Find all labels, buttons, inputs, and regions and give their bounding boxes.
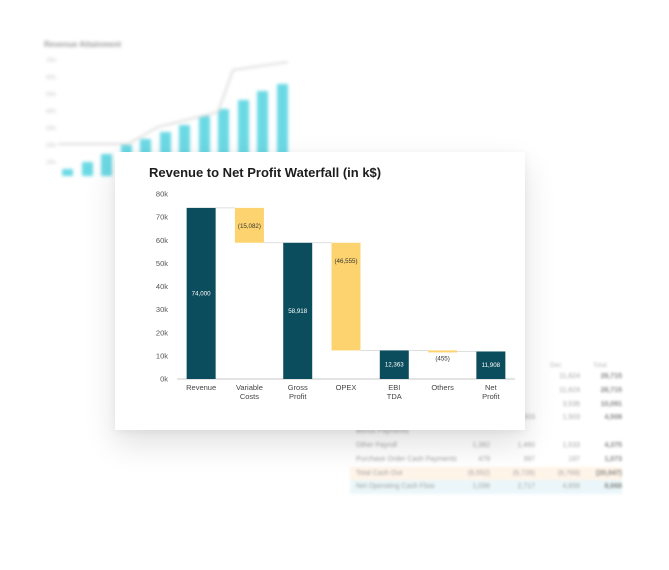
row-cell: 11,624: [559, 386, 580, 394]
row-cell: 10,091: [600, 400, 622, 408]
waterfall-chart-card: Revenue to Net Profit Waterfall (in k$) …: [115, 152, 525, 430]
row-cell: 1,503: [562, 414, 580, 422]
row-cell: 1,382: [472, 442, 490, 449]
delta-bar: [234, 207, 264, 243]
table-row: Total Cash Out (6,552) (6,726) (6,769) (20,0…: [350, 466, 622, 481]
delta-bar: [428, 350, 458, 353]
attainment-bar: [179, 125, 190, 176]
x-tick-label: TDA: [387, 392, 402, 401]
x-tick-label: Profit: [482, 392, 500, 401]
attainment-y-tick: 30%: [46, 126, 57, 132]
delta-bar: [331, 242, 361, 351]
attainment-y-tick: 10%: [46, 160, 57, 166]
row-cell: 1,096: [472, 483, 490, 491]
total-bar: [186, 207, 216, 379]
y-tick-label: 10k: [156, 351, 168, 360]
x-tick-label: Others: [431, 383, 454, 392]
y-tick-label: 70k: [156, 213, 168, 222]
attainment-y-tick: 20%: [46, 143, 57, 149]
total-bar: [476, 351, 506, 379]
table-row: Other Payroll 1,382 1,460 1,533 4,375: [350, 439, 622, 453]
attainment-bar: [101, 153, 112, 176]
row-cell: (20,047): [595, 469, 622, 477]
table-header-total: Total: [593, 362, 607, 369]
data-label: 74,000: [192, 290, 211, 297]
row-cell: (6,726): [512, 469, 535, 477]
table-row: 3,536 10,091: [350, 398, 622, 412]
attainment-bar: [81, 161, 93, 176]
table-row: Net Operating Cash Flow 1,096 2,717 4,856 8,…: [350, 480, 622, 495]
attainment-y-tick: 70%: [46, 58, 57, 64]
attainment-bar: [62, 168, 73, 176]
y-tick-label: 50k: [156, 259, 168, 268]
table-row: Bonus Payments: [350, 425, 622, 439]
row-cell: 2,717: [517, 483, 535, 491]
attainment-bar: [257, 91, 268, 176]
data-label: (46,555): [334, 258, 357, 265]
attainment-bar: [276, 83, 288, 176]
y-tick-label: 40k: [156, 282, 168, 291]
row-cell: 28,715: [600, 373, 622, 380]
y-tick-label: 60k: [156, 236, 168, 245]
row-cell: 397: [523, 455, 535, 463]
x-tick-label: OPEX: [336, 383, 357, 392]
attainment-bar: [198, 115, 210, 176]
row-cell: 4,508: [604, 414, 622, 422]
row-cell: 4,856: [562, 483, 580, 491]
row-label: Net Operating Cash Flow: [356, 483, 435, 491]
x-tick-label: Net: [485, 383, 498, 392]
attainment-y-tick: 40%: [46, 109, 57, 115]
row-label: Total Cash Out: [356, 469, 403, 477]
row-cell: 4,375: [604, 442, 622, 449]
data-label: (15,082): [238, 223, 261, 230]
attainment-target-path: [58, 61, 289, 145]
y-tick-label: 30k: [156, 305, 168, 314]
row-cell: (6,552): [467, 469, 490, 477]
cash-flow-table: Dec Total 11,624 28,715 11,624 28,715 3,536 1…: [350, 356, 630, 526]
revenue-attainment-target-line: [58, 61, 289, 145]
row-cell: 3,536: [562, 400, 580, 408]
attainment-y-tick: 50%: [46, 92, 57, 98]
table-row: Purchase Order Cash Payments 479 397 197 1,0…: [350, 453, 622, 467]
total-bar: [283, 242, 313, 379]
table-row: 11,624 28,715: [350, 384, 622, 398]
revenue-attainment-title: Revenue Attainment: [44, 40, 122, 49]
y-tick-label: 20k: [156, 328, 168, 337]
row-cell: 479: [478, 455, 490, 463]
attainment-y-tick: 60%: [46, 75, 57, 81]
y-tick-label: 80k: [156, 190, 168, 199]
x-tick-label: EBI: [388, 383, 400, 392]
row-cell: 28,715: [600, 386, 622, 394]
attainment-bar: [218, 108, 229, 176]
data-label: 58,918: [288, 308, 307, 315]
data-label: (455): [435, 355, 449, 362]
row-cell: 197: [568, 455, 580, 463]
row-cell: 1,503: [517, 414, 535, 422]
data-label: 12,363: [385, 362, 404, 369]
row-label: Other Payroll: [356, 442, 397, 449]
row-cell: (6,769): [557, 469, 580, 477]
waterfall-chart: 0k 10k 20k 30k 40k 50k 60k 70k 80k 74,000 Revenue (…: [156, 190, 515, 401]
row-label: Purchase Order Cash Payments: [356, 455, 457, 463]
row-cell: 1,073: [604, 455, 622, 463]
chart-title: Revenue to Net Profit Waterfall (in k$): [149, 165, 382, 180]
data-label: 11,908: [482, 362, 501, 369]
attainment-bar: [237, 100, 249, 176]
x-tick-label: Variable: [236, 383, 263, 392]
x-tick-label: Revenue: [186, 383, 216, 392]
row-label: Bonus Payments: [356, 428, 409, 436]
row-cell: 11,624: [559, 373, 580, 380]
table-header-dec: Dec: [550, 362, 562, 369]
row-cell: 1,460: [517, 442, 535, 449]
table-row: 11,624 28,715: [350, 370, 622, 384]
x-tick-label: Costs: [240, 392, 259, 401]
row-cell: 1,533: [562, 442, 580, 449]
x-tick-label: Gross: [288, 383, 308, 392]
y-tick-label: 0k: [160, 375, 168, 384]
row-cell: 8,668: [604, 483, 622, 491]
total-bar: [379, 350, 409, 379]
x-tick-label: Profit: [289, 392, 307, 401]
